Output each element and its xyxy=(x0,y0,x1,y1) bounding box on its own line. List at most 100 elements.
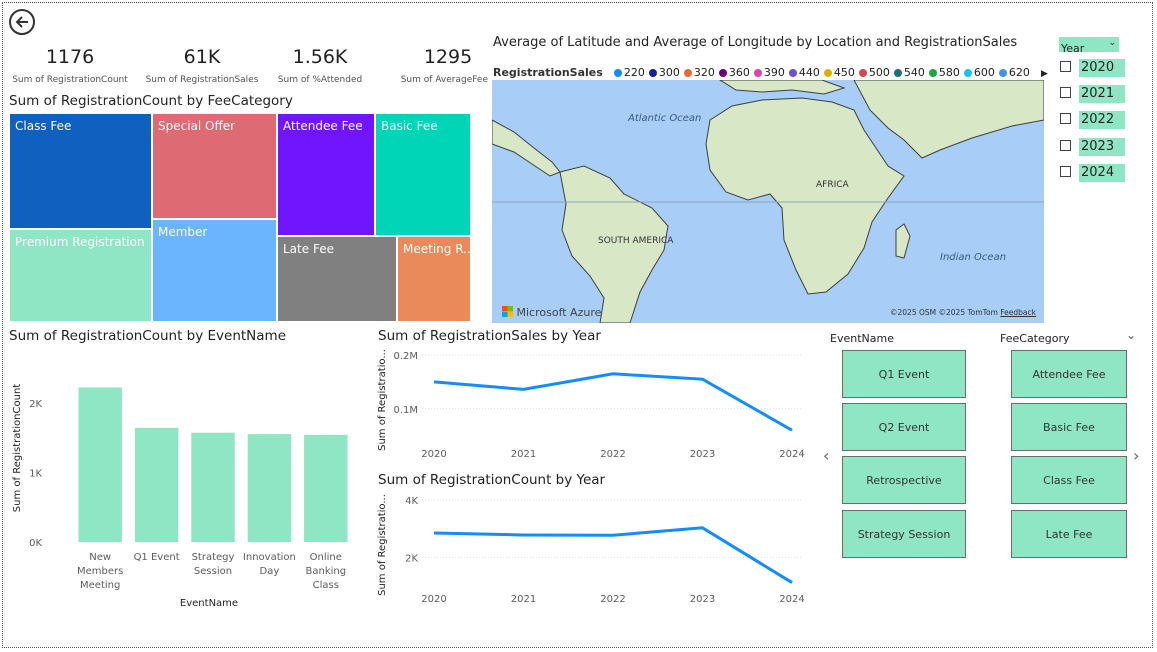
chevron-down-icon: ⌄ xyxy=(1108,38,1116,48)
y-axis-title: Sum of Registratio... xyxy=(377,349,388,451)
treemap-tile-basic-fee[interactable]: Basic Fee xyxy=(375,113,471,236)
count-line-chart: 2K 4K 2020 2021 2022 2023 2024 Sum of Registrat… xyxy=(377,494,805,605)
map-label-africa: AFRICA xyxy=(816,180,850,190)
event-slicer-header: EventName xyxy=(830,332,894,345)
bar[interactable] xyxy=(78,387,122,542)
bar[interactable] xyxy=(191,432,235,542)
fee-option-basic-fee[interactable]: Basic Fee xyxy=(1011,403,1127,451)
treemap-tile-attendee-fee[interactable]: Attendee Fee xyxy=(277,113,375,236)
treemap-tile-special-offer[interactable]: Special Offer xyxy=(152,113,277,219)
legend-label: 220 xyxy=(623,66,645,79)
event-option-retrospective[interactable]: Retrospective xyxy=(842,456,966,504)
fee-option-attendee-fee[interactable]: Attendee Fee xyxy=(1011,350,1127,398)
legend-item-600: 600 xyxy=(963,66,995,79)
treemap-tile-member[interactable]: Member xyxy=(152,219,277,322)
treemap-tile-meeting-r[interactable]: Meeting R... xyxy=(397,236,471,322)
x-tick-label: Q1 Event xyxy=(134,552,180,563)
legend-item-580: 580 xyxy=(928,66,960,79)
treemap-tile-class-fee[interactable]: Class Fee xyxy=(9,113,152,229)
legend-item-220: 220 xyxy=(613,66,645,79)
chevron-left-icon[interactable]: ‹ xyxy=(823,446,830,465)
checkbox[interactable] xyxy=(1060,166,1071,177)
event-option-strategy-session[interactable]: Strategy Session xyxy=(842,510,966,558)
legend-dot-icon xyxy=(893,69,902,77)
y-axis-title: Sum of Registratio... xyxy=(377,494,388,596)
feedback-link[interactable]: Feedback xyxy=(1000,308,1036,317)
kpi-value: 1176 xyxy=(45,46,95,68)
fee-option-late-fee[interactable]: Late Fee xyxy=(1011,510,1127,558)
line-series[interactable] xyxy=(433,372,793,432)
x-axis-title: EventName xyxy=(180,598,238,609)
year-slicer-header[interactable]: Year ⌄ xyxy=(1059,37,1119,55)
back-button[interactable] xyxy=(8,8,36,36)
legend-label: 300 xyxy=(658,66,680,79)
checkbox[interactable] xyxy=(1060,61,1071,72)
legend-item-620: 620 xyxy=(998,66,1030,79)
checkbox[interactable] xyxy=(1060,87,1071,98)
legend-dot-icon xyxy=(788,69,797,77)
map-title: Average of Latitude and Average of Longi… xyxy=(493,35,1018,50)
map-visual[interactable]: Atlantic Ocean AFRICA SOUTH AMERICA Indi… xyxy=(492,80,1044,323)
legend-label: 580 xyxy=(938,66,960,79)
treemap-tile-premium-registration[interactable]: Premium Registration xyxy=(9,229,152,322)
legend-next-icon[interactable]: ▶ xyxy=(1040,69,1048,79)
legend-dot-icon xyxy=(998,69,1007,77)
year-option-2021[interactable]: 2021 xyxy=(1060,85,1126,103)
chevron-right-icon[interactable]: › xyxy=(1133,446,1140,465)
y-tick-label: 1K xyxy=(29,468,42,479)
event-option-q2-event[interactable]: Q2 Event xyxy=(842,403,966,451)
x-tick-label: 2020 xyxy=(421,594,446,605)
fee-option-class-fee[interactable]: Class Fee xyxy=(1011,456,1127,504)
legend-item-450: 450 xyxy=(823,66,855,79)
legend-item-300: 300 xyxy=(648,66,680,79)
y-axis-title: Sum of RegistrationCount xyxy=(12,384,23,513)
year-option-2022[interactable]: 2022 xyxy=(1060,111,1126,129)
y-tick-label: 0.2M xyxy=(393,351,418,362)
kpi-label: Sum of RegistrationCount xyxy=(12,75,128,85)
treemap-title: Sum of RegistrationCount by FeeCategory xyxy=(9,93,293,109)
year-label: 2022 xyxy=(1079,111,1125,129)
year-option-2024[interactable]: 2024 xyxy=(1060,164,1126,182)
back-arrow-icon xyxy=(9,9,35,35)
sales-line-chart: 0.1M 0.2M 2020 2021 2022 2023 2024 Sum of Regis… xyxy=(377,349,805,460)
checkbox[interactable] xyxy=(1060,140,1071,151)
year-slicer-title: Year xyxy=(1061,42,1085,55)
bar[interactable] xyxy=(134,427,179,542)
x-tick-label: Online Banking Class xyxy=(306,552,347,591)
sales-line-chart-title: Sum of RegistrationSales by Year xyxy=(378,328,601,344)
year-label: 2024 xyxy=(1079,164,1125,182)
map-label-indian: Indian Ocean xyxy=(940,252,1006,263)
year-option-2023[interactable]: 2023 xyxy=(1060,138,1126,156)
year-option-2020[interactable]: 2020 xyxy=(1060,59,1126,77)
legend-item-320: 320 xyxy=(683,66,715,79)
legend-item-360: 360 xyxy=(718,66,750,79)
legend-item-390: 390 xyxy=(753,66,785,79)
legend-dot-icon xyxy=(683,69,692,77)
kpi-label: Sum of %Attended xyxy=(277,75,363,85)
south-america-landmass xyxy=(559,165,669,323)
legend-dot-icon xyxy=(963,69,972,77)
bar[interactable] xyxy=(304,434,348,542)
legend-label: 450 xyxy=(833,66,855,79)
map-canvas: Atlantic Ocean AFRICA SOUTH AMERICA Indi… xyxy=(492,80,1044,323)
x-tick-label: 2024 xyxy=(779,449,804,460)
y-tick-label: 0K xyxy=(29,538,42,549)
map-label-south-america: SOUTH AMERICA xyxy=(598,236,674,246)
y-tick-label: 2K xyxy=(405,553,418,564)
map-legend-items: 220 300 320 360 390 440 450 500 540 580 600 620 xyxy=(613,61,1034,80)
year-label: 2023 xyxy=(1079,138,1125,156)
treemap-tile-late-fee[interactable]: Late Fee xyxy=(277,236,397,322)
legend-dot-icon xyxy=(613,69,622,77)
map-legend-title: RegistrationSales xyxy=(493,66,603,79)
legend-dot-icon xyxy=(858,69,867,77)
event-option-q1-event[interactable]: Q1 Event xyxy=(842,350,966,398)
year-label: 2021 xyxy=(1079,85,1125,103)
map-attribution: ©2025 OSM ©2025 TomTom Feedback xyxy=(890,308,1036,317)
bar[interactable] xyxy=(247,434,292,542)
checkbox[interactable] xyxy=(1060,113,1071,124)
map-label-atlantic: Atlantic Ocean xyxy=(627,113,701,124)
line-series[interactable] xyxy=(433,526,793,584)
fee-slicer-chevron-down-icon[interactable]: ⌄ xyxy=(1126,328,1137,342)
x-tick-label: Strategy Session xyxy=(192,552,235,577)
